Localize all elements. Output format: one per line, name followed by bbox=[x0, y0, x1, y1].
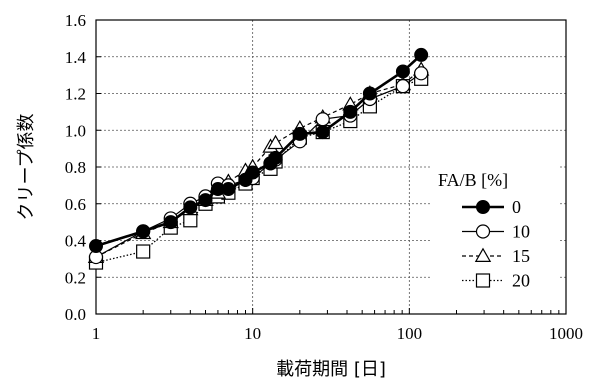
y-axis-label: クリープ係数 bbox=[16, 114, 37, 221]
y-tick-label: 0.8 bbox=[65, 158, 86, 177]
legend-marker bbox=[474, 247, 492, 262]
series-0 bbox=[89, 47, 429, 254]
legend-background bbox=[430, 160, 558, 298]
y-tick-label: 0.4 bbox=[65, 232, 87, 251]
y-tick-label: 0.2 bbox=[65, 268, 86, 287]
y-tick-label: 1.2 bbox=[65, 85, 86, 104]
x-axis-label: 載荷期間 [日] bbox=[276, 359, 386, 380]
legend-marker bbox=[475, 273, 491, 288]
data-point bbox=[221, 182, 236, 197]
x-tick-label: 1 bbox=[92, 324, 101, 343]
data-point bbox=[136, 224, 151, 239]
plot-frame bbox=[95, 19, 567, 315]
data-point bbox=[268, 150, 283, 165]
data-point bbox=[89, 239, 103, 254]
x-tick-label: 100 bbox=[397, 324, 423, 343]
legend: FA/B [%]0 10 15 20 bbox=[430, 160, 558, 298]
y-tick-label: 1.6 bbox=[65, 11, 86, 30]
data-point bbox=[315, 125, 330, 140]
x-tick-label: 10 bbox=[244, 324, 261, 343]
legend-marker bbox=[475, 224, 491, 239]
series-line bbox=[95, 53, 423, 248]
data-point bbox=[362, 86, 377, 101]
data-point bbox=[414, 66, 429, 81]
legend-marker bbox=[476, 200, 490, 214]
x-tick-label: 1000 bbox=[549, 324, 583, 343]
data-point bbox=[395, 64, 410, 79]
data-point bbox=[183, 213, 198, 228]
y-tick-label: 0.6 bbox=[65, 195, 86, 214]
data-point bbox=[183, 200, 198, 215]
data-point bbox=[198, 193, 213, 208]
legend-label: 15 bbox=[512, 246, 530, 266]
y-tick-label: 0.0 bbox=[65, 305, 86, 324]
data-point bbox=[395, 79, 411, 94]
series-group bbox=[87, 47, 430, 270]
y-tick-label: 1.4 bbox=[65, 48, 87, 67]
axes: 0.00.20.40.60.81.01.21.41.61 10 100 1000 bbox=[65, 11, 583, 343]
legend-label: 20 bbox=[512, 271, 530, 291]
data-point bbox=[414, 47, 429, 62]
data-point bbox=[315, 112, 330, 127]
data-point bbox=[245, 165, 260, 180]
data-point bbox=[343, 104, 358, 119]
legend-title: FA/B [%] bbox=[438, 170, 508, 190]
data-point bbox=[292, 126, 307, 141]
legend-label: 0 bbox=[512, 197, 521, 217]
data-point bbox=[163, 215, 178, 230]
data-point bbox=[136, 244, 151, 259]
legend-label: 10 bbox=[512, 222, 530, 242]
y-tick-label: 1.0 bbox=[65, 121, 86, 140]
data-point bbox=[267, 134, 284, 150]
